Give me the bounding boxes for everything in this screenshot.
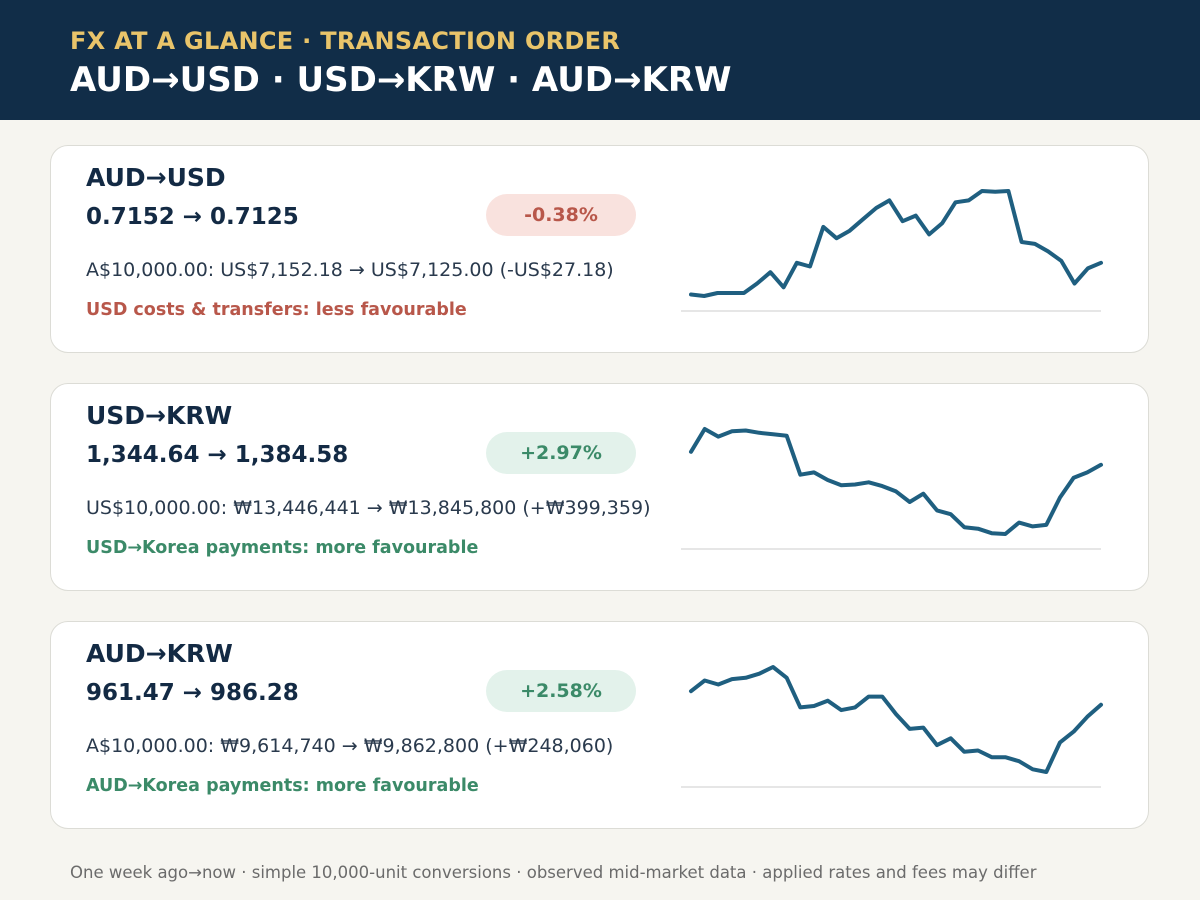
fx-card-aud-usd: AUD→USD 0.7152 → 0.7125 -0.38% A$10,000.…	[50, 145, 1149, 353]
rate-change: 0.7152 → 0.7125	[86, 204, 299, 230]
page-header: FX AT A GLANCE · TRANSACTION ORDER AUD→U…	[0, 0, 1200, 120]
sparkline-chart	[681, 427, 1103, 550]
favourability-note: AUD→Korea payments: more favourable	[86, 776, 479, 796]
change-badge: -0.38%	[486, 194, 636, 236]
conversion-text: A$10,000.00: ₩9,614,740 → ₩9,862,800 (+₩…	[86, 735, 614, 757]
header-kicker: FX AT A GLANCE · TRANSACTION ORDER	[70, 27, 621, 55]
sparkline-series	[689, 665, 1103, 774]
sparkline-series	[689, 427, 1103, 536]
change-badge: +2.58%	[486, 670, 636, 712]
footer-note: One week ago→now · simple 10,000-unit co…	[70, 863, 1037, 882]
favourability-note: USD costs & transfers: less favourable	[86, 300, 467, 320]
conversion-text: US$10,000.00: ₩13,446,441 → ₩13,845,800 …	[86, 497, 651, 519]
rate-change: 1,344.64 → 1,384.58	[86, 442, 349, 468]
conversion-text: A$10,000.00: US$7,152.18 → US$7,125.00 (…	[86, 259, 614, 281]
fx-card-aud-krw: AUD→KRW 961.47 → 986.28 +2.58% A$10,000.…	[50, 621, 1149, 829]
favourability-note: USD→Korea payments: more favourable	[86, 538, 479, 558]
change-badge: +2.97%	[486, 432, 636, 474]
sparkline-series	[689, 189, 1103, 298]
pair-title: USD→KRW	[86, 401, 233, 430]
pair-title: AUD→KRW	[86, 639, 233, 668]
rate-change: 961.47 → 986.28	[86, 680, 299, 706]
fx-card-usd-krw: USD→KRW 1,344.64 → 1,384.58 +2.97% US$10…	[50, 383, 1149, 591]
header-title: AUD→USD · USD→KRW · AUD→KRW	[70, 60, 732, 100]
sparkline-chart	[681, 189, 1103, 312]
sparkline-chart	[681, 665, 1103, 788]
pair-title: AUD→USD	[86, 163, 226, 192]
